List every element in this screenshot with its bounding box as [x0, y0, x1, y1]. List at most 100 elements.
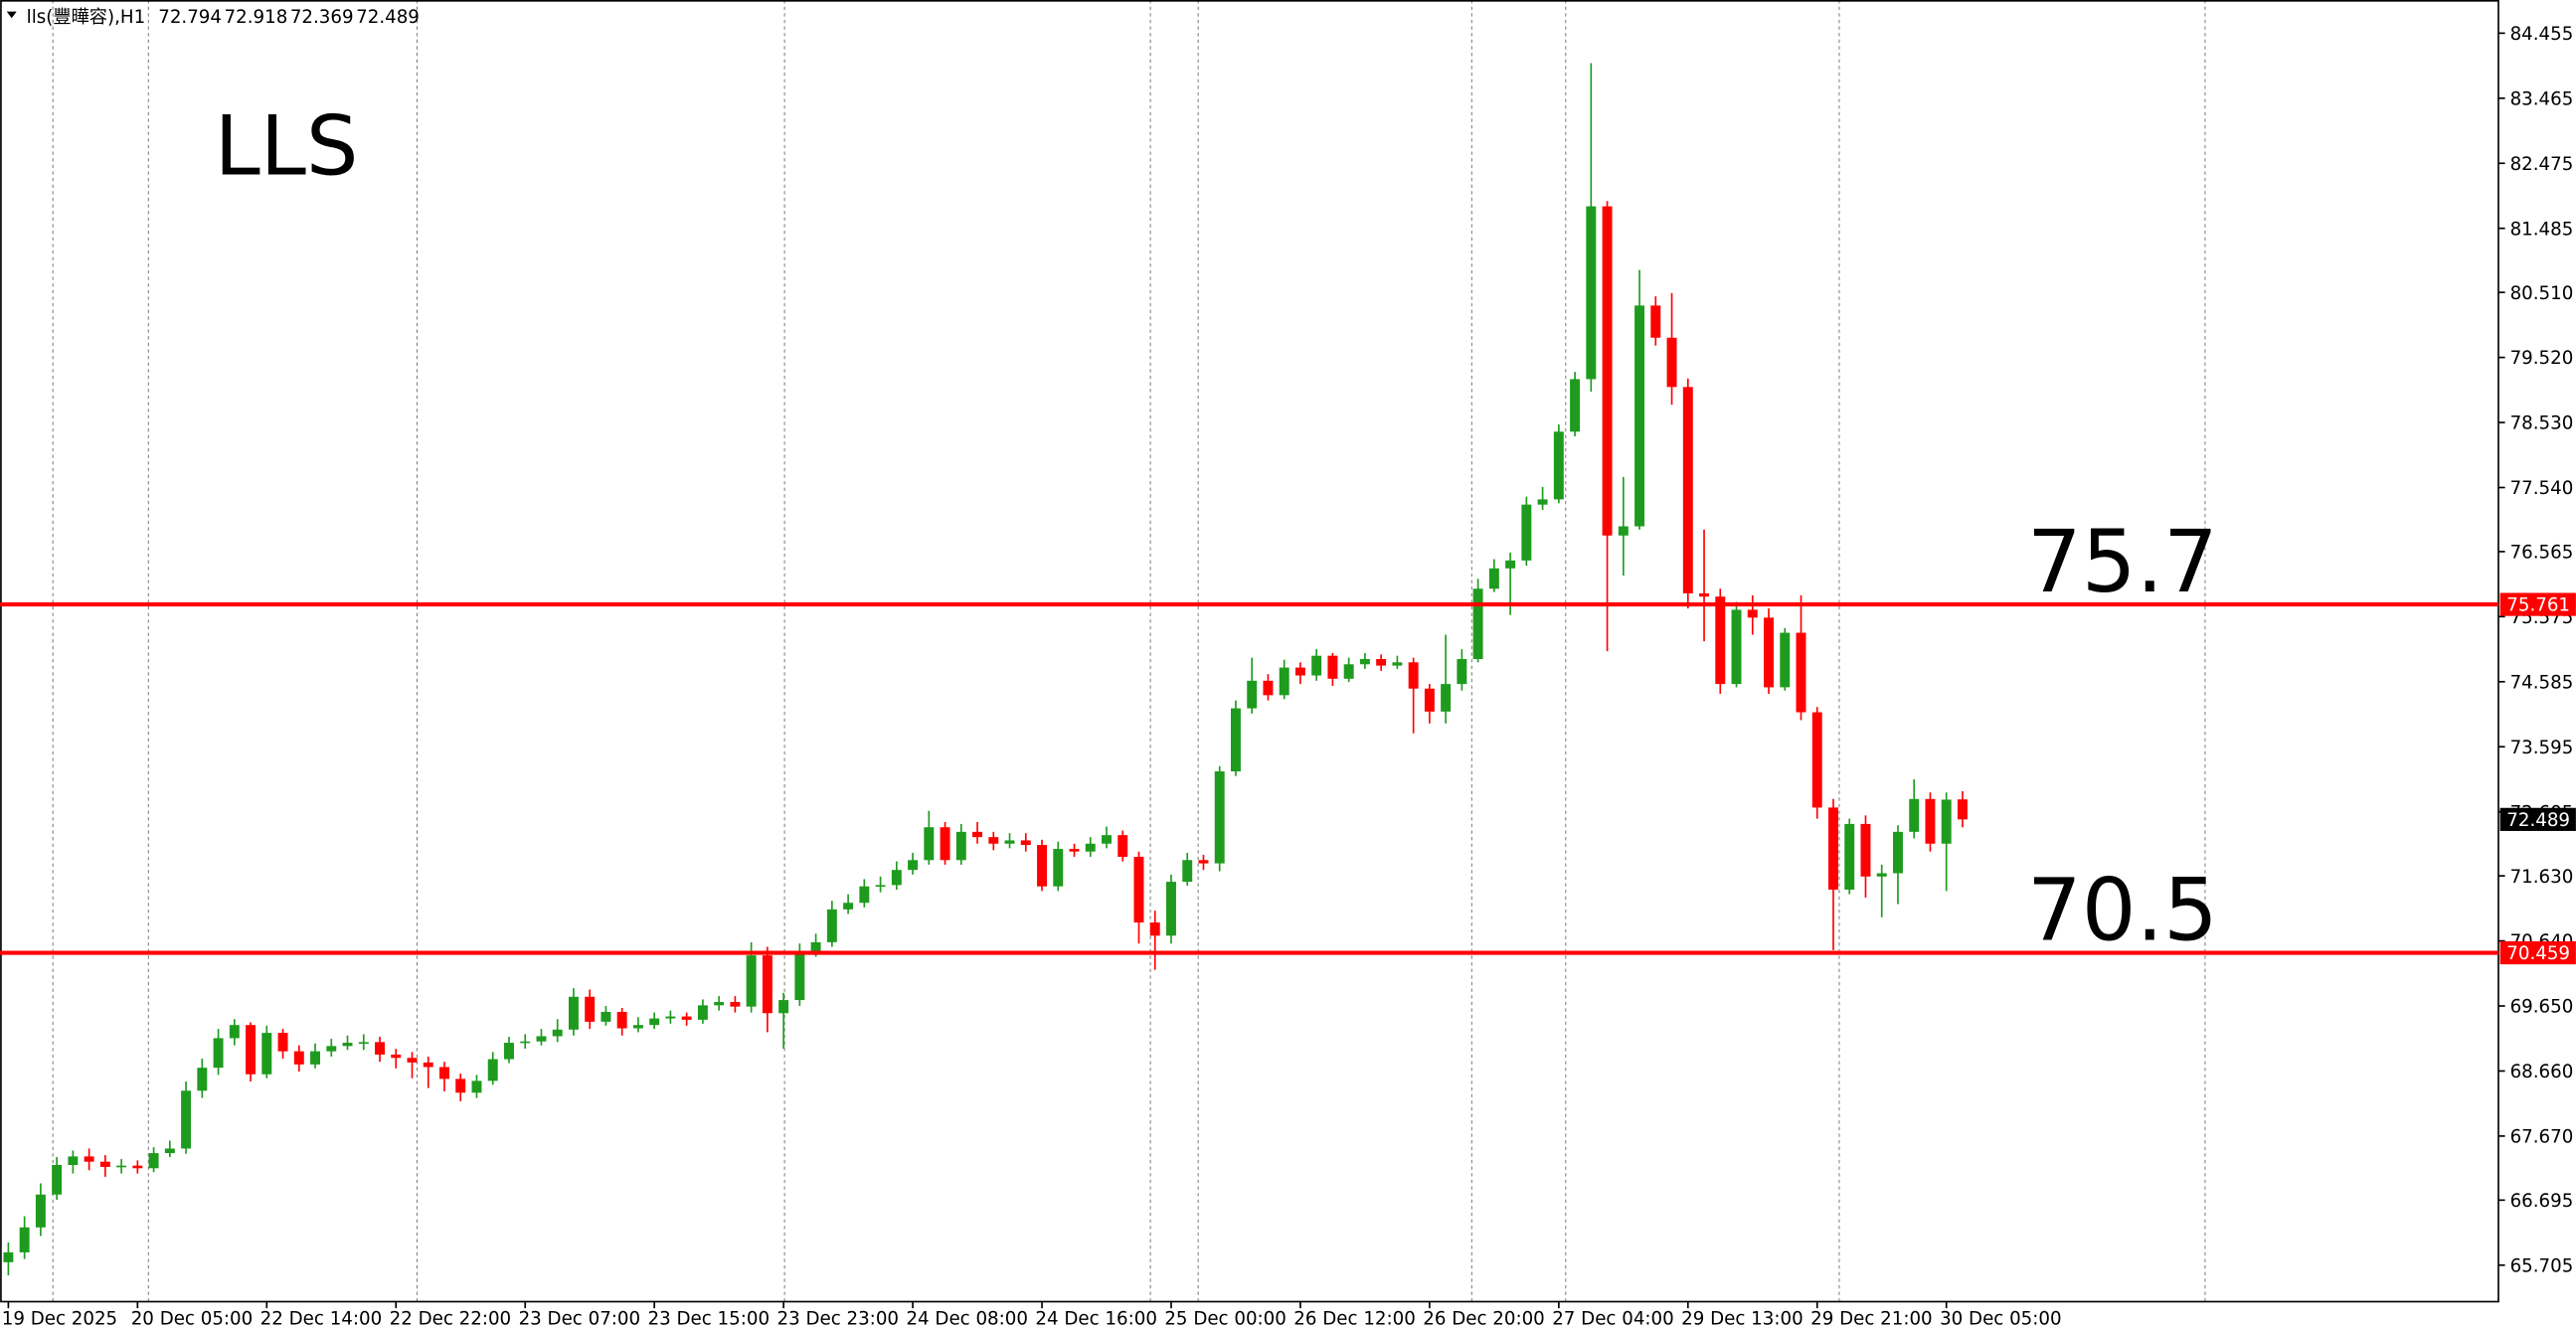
candle-body [1441, 684, 1452, 712]
candle-body [908, 860, 919, 871]
candle-body [1359, 659, 1370, 665]
x-tick-label: 25 Dec 00:00 [1164, 1309, 1287, 1328]
level-label-box [2499, 592, 2576, 616]
candle-body [1764, 617, 1774, 688]
candle-body [697, 1005, 708, 1020]
candle-body [568, 996, 579, 1030]
y-tick-label: 79.520 [2510, 348, 2574, 369]
candle-body [1472, 588, 1483, 660]
candle-body [1085, 843, 1096, 852]
candle-body [310, 1051, 321, 1065]
candle-body [1715, 596, 1726, 685]
level-label: 75.761 [2506, 595, 2570, 616]
price-label: 72.489 [2506, 810, 2570, 831]
candle-body [326, 1046, 337, 1052]
candle-body [1747, 609, 1758, 618]
candle-body [1457, 659, 1467, 685]
candle-body [1650, 305, 1661, 338]
candle-body [859, 886, 870, 904]
candle-body [1925, 798, 1936, 844]
candle-body [132, 1165, 143, 1169]
y-tick-label: 76.565 [2510, 543, 2574, 564]
candle-body [293, 1051, 304, 1065]
candle-body [1020, 840, 1031, 846]
y-tick-label: 83.465 [2510, 88, 2574, 109]
candle-body [1263, 680, 1274, 696]
candle-body [35, 1194, 46, 1228]
candle-body [1004, 840, 1015, 844]
candle-body [875, 885, 886, 888]
candle-body [1053, 849, 1064, 887]
y-tick-label: 84.455 [2510, 24, 2574, 45]
candle-body [197, 1068, 208, 1091]
candle-body [1731, 609, 1742, 685]
candle-body [68, 1156, 79, 1165]
candle-body [164, 1148, 175, 1154]
candle-body [955, 831, 966, 861]
candle-body [1327, 655, 1338, 679]
candle-body [1876, 873, 1887, 877]
candle-body [552, 1029, 563, 1037]
candle-body [1586, 206, 1597, 380]
candle-body [1844, 823, 1855, 891]
candle-body [730, 1002, 741, 1007]
candle-body [1117, 835, 1128, 857]
x-tick-label: 26 Dec 12:00 [1293, 1309, 1416, 1328]
x-tick-label: 19 Dec 2025 [2, 1309, 117, 1328]
candle-body [1311, 655, 1322, 676]
candle-body [1602, 206, 1613, 536]
candle-body [487, 1059, 498, 1081]
y-tick-label: 80.510 [2510, 283, 2574, 304]
candle-body [940, 827, 950, 861]
header-low: 72.369 [290, 7, 354, 28]
y-tick-label: 78.530 [2510, 414, 2574, 434]
y-tick-label: 73.595 [2510, 738, 2574, 758]
level-annotation: 70.5 [2027, 861, 2218, 960]
candle-body [1182, 860, 1193, 883]
candle-body [1133, 856, 1144, 923]
y-tick-label: 71.630 [2510, 867, 2574, 888]
menu-arrow [6, 11, 17, 19]
candle-body [649, 1018, 660, 1026]
candle-body [358, 1042, 369, 1045]
candle-body [1828, 807, 1838, 891]
candle-body [1892, 831, 1903, 874]
candle-body [1392, 662, 1403, 666]
candle-body [924, 827, 935, 861]
header-close: 72.489 [356, 7, 420, 28]
y-tick-label: 82.475 [2510, 154, 2574, 175]
level-label-box [2499, 940, 2576, 965]
candle-body [503, 1043, 514, 1060]
candle-body [778, 1000, 789, 1014]
candle-body [810, 941, 821, 952]
candle-body [3, 1251, 14, 1262]
x-tick-label: 30 Dec 05:00 [1940, 1309, 2062, 1328]
plot-frame [0, 0, 2499, 1303]
candle-body [1343, 664, 1354, 679]
candle-body [1570, 379, 1581, 432]
candle-body [1860, 823, 1871, 877]
candle-body [601, 1011, 611, 1022]
candle-body [826, 909, 837, 942]
candle-body [1069, 849, 1080, 852]
candle-body [681, 1016, 692, 1020]
candle-body [762, 955, 773, 1014]
symbol-label: lls(豐曄容),H1 [27, 7, 146, 28]
candle-body [213, 1038, 224, 1069]
candle-body [342, 1043, 353, 1047]
candle-body [1424, 688, 1435, 712]
candle-body [1618, 526, 1629, 536]
chart-title: LLS [215, 98, 359, 195]
x-tick-label: 22 Dec 22:00 [390, 1309, 512, 1328]
candle-body [1553, 431, 1564, 500]
candle-body [1682, 387, 1693, 593]
candle-body [1488, 568, 1499, 589]
header-open: 72.794 [158, 7, 222, 28]
candle-body [1666, 337, 1677, 388]
candle-body [746, 955, 757, 1007]
y-tick-label: 66.695 [2510, 1191, 2574, 1212]
candle-body [585, 996, 596, 1022]
x-tick-label: 23 Dec 15:00 [648, 1309, 771, 1328]
